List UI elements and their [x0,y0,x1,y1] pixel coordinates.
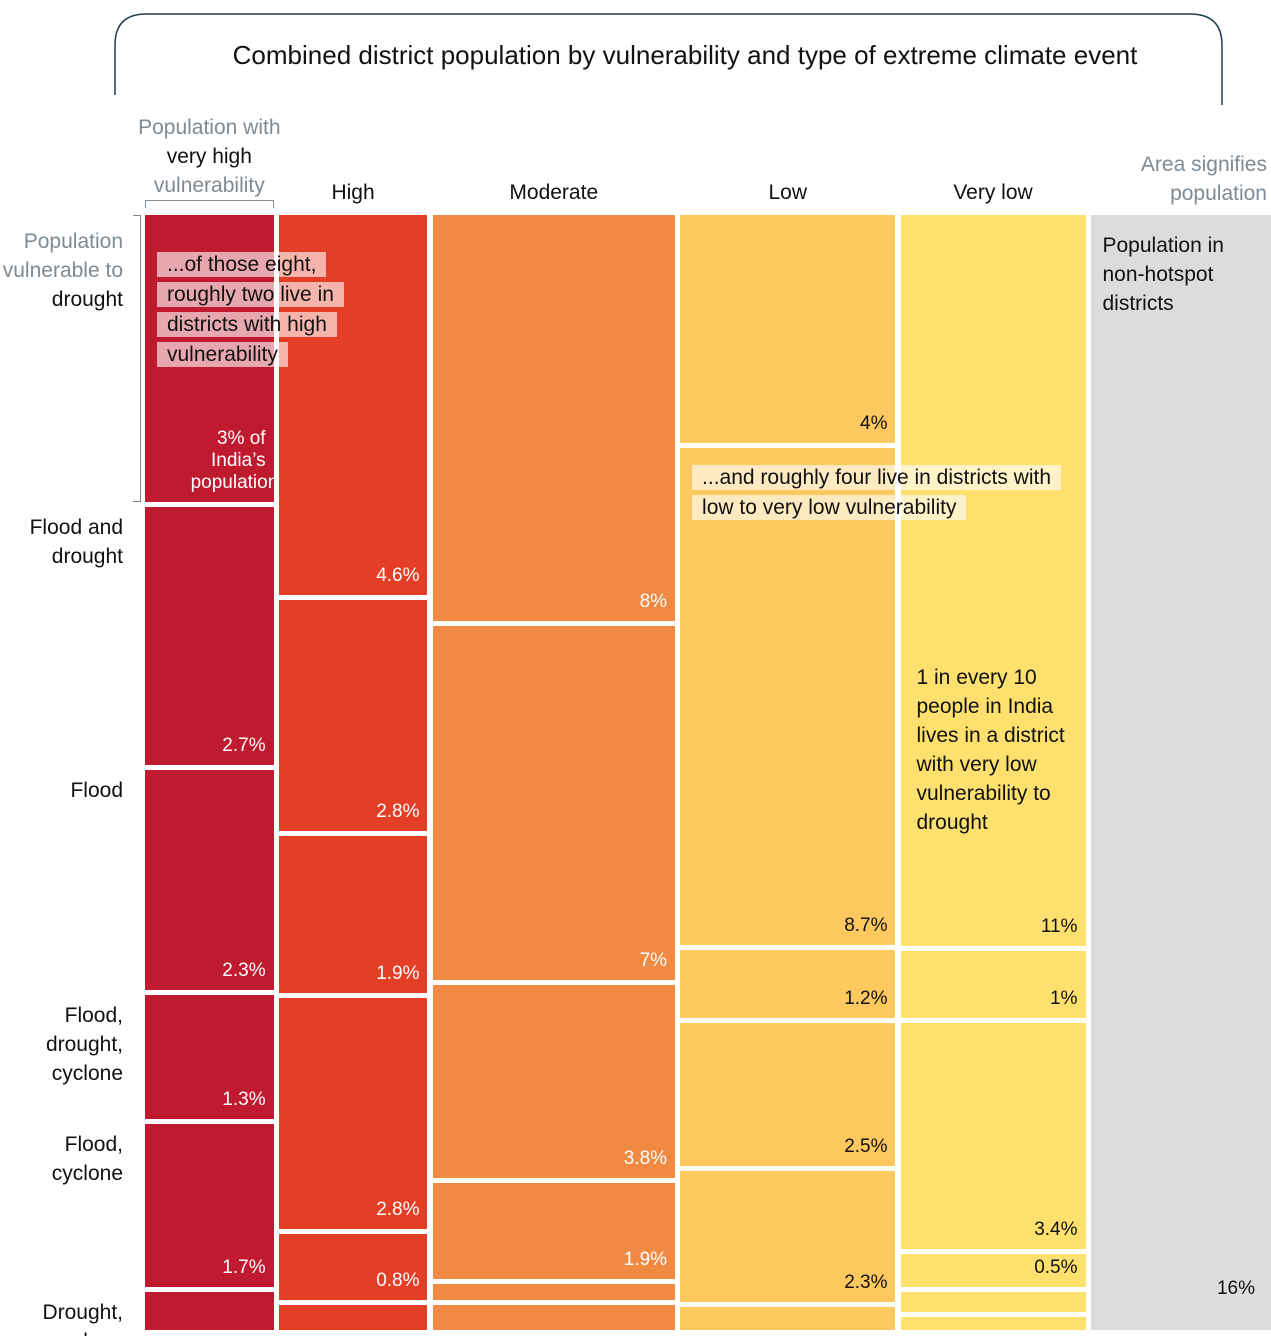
value-label: 3% of India’s population [190,427,279,493]
row-label-name: drought [51,288,123,311]
row-label-name: Flood, drought, cyclone [45,1003,123,1085]
column-header-note: vulnerability [153,174,265,197]
value-label: 1.3% [222,1089,266,1111]
value-label: 0.8% [376,1270,420,1292]
row-label: Flood, drought, cyclone [0,1001,123,1088]
value-label: 1.2% [844,988,888,1010]
mosaic-cell [278,1305,428,1330]
value-label: 2.3% [222,959,266,981]
row-label: Flood, cyclone [0,1130,123,1188]
mosaic-cell [900,1291,1086,1312]
chart-title: Combined district population by vulnerab… [232,40,1138,70]
value-label: 7% [639,950,668,972]
value-label: 4.6% [376,564,420,586]
annotation: ...and roughly four live in districts wi… [692,463,1082,523]
row-label-name: Drought, cyclone [42,1300,123,1336]
annotation: ...of those eight, roughly two live in d… [157,250,377,370]
mosaic-cell [680,215,896,444]
value-label: 0.5% [1034,1256,1078,1278]
annotation: 1 in every 10 people in India lives in a… [917,663,1072,837]
mosaic-cell [278,836,428,993]
value-label: 2.7% [222,735,266,756]
remainder-label: Population in non-hotspot districts [1102,234,1224,315]
mosaic-cell [145,506,274,765]
value-label: 1.9% [376,962,420,984]
area-note: Area signifies population [1140,153,1267,205]
value-label: 2.8% [376,801,420,823]
column-header: High [331,181,375,204]
row-bracket [133,215,141,502]
row-label-name: Flood and drought [29,515,123,568]
title-frame [114,13,1223,105]
value-label: 8% [639,590,668,612]
value-label: 2.3% [844,1272,888,1294]
value-label: 1.9% [623,1249,668,1271]
mosaic-cell [278,599,428,832]
row-label-name: Flood [70,779,123,802]
column-header-note: Population with [138,116,281,139]
mosaic-cell [900,215,1086,947]
column-header: Moderate [509,181,599,204]
mosaic-cell [680,448,896,945]
mosaic-cell [278,997,428,1230]
mosaic-cell [432,215,676,621]
mosaic-cell [278,1234,428,1301]
mosaic-cell [900,1253,1086,1287]
mosaic-cell [432,985,676,1179]
mosaic-cell [900,951,1086,1018]
value-label: 4% [860,413,888,435]
value-label: 3.4% [1034,1218,1078,1240]
column-header: Low [768,181,808,204]
row-label: Drought, cyclone [0,1298,123,1336]
value-label: 3.8% [623,1148,668,1170]
value-label: 16% [1216,1278,1255,1299]
mosaic-cell [278,215,428,595]
mosaic-cell [900,1316,1086,1330]
value-label: 2.5% [844,1135,888,1157]
mosaic-cell [432,1304,676,1330]
mosaic-cell [145,770,274,990]
column-header: Very low [953,181,1033,204]
remainder-cell [1090,215,1271,1330]
value-label: 11% [1040,916,1078,938]
column-header: very high [166,145,252,168]
mosaic-cell [900,1022,1086,1249]
mosaic-cell [432,625,676,981]
value-label: 8.7% [844,914,888,936]
mosaic-cell [680,1023,896,1166]
annotation-text: ...of those eight, roughly two live in d… [157,252,344,367]
mosaic-cell [680,1307,896,1330]
mosaic-cell [145,994,274,1120]
mosaic-cell [680,949,896,1019]
value-label: 2.8% [376,1199,420,1221]
mosaic-cell [145,1291,274,1330]
annotation-text: ...and roughly four live in districts wi… [692,465,1062,520]
value-label: 1.7% [222,1256,266,1278]
value-label: 1% [1050,987,1078,1009]
row-label-note: Population vulnerable to [2,230,123,282]
row-label-name: Flood, cyclone [51,1133,123,1186]
row-label: Flood and drought [0,513,123,571]
annotation-text: 1 in every 10 people in India lives in a… [916,666,1065,834]
row-label: Population vulnerable to drought [0,227,123,314]
mosaic-cell [432,1183,676,1280]
row-label: Flood [0,776,123,805]
mosaic-cell [432,1284,676,1300]
header-bracket [145,200,274,208]
mosaic-cell [145,1124,274,1287]
mosaic-cell [680,1170,896,1303]
